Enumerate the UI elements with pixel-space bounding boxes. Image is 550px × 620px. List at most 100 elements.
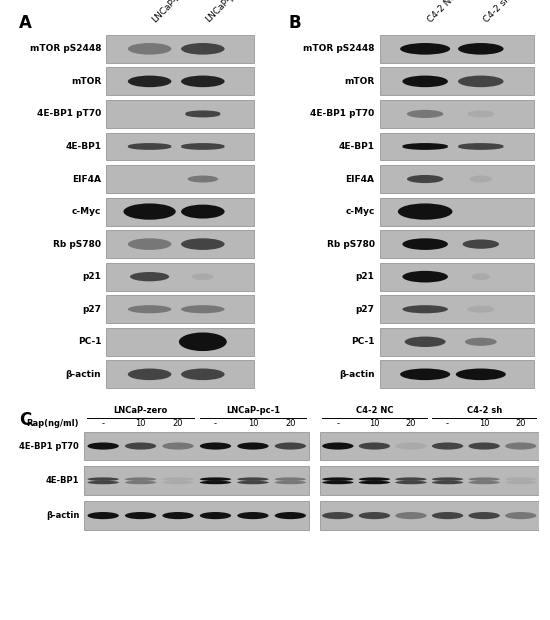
Bar xyxy=(320,501,539,530)
Ellipse shape xyxy=(458,43,504,55)
Ellipse shape xyxy=(162,443,194,450)
Ellipse shape xyxy=(274,512,306,519)
Ellipse shape xyxy=(185,110,220,116)
Bar xyxy=(379,165,534,193)
Ellipse shape xyxy=(128,305,172,313)
Ellipse shape xyxy=(469,512,500,519)
Ellipse shape xyxy=(181,368,224,380)
Text: C4-2 sh: C4-2 sh xyxy=(466,406,502,415)
Ellipse shape xyxy=(162,512,194,519)
Text: 10: 10 xyxy=(479,419,490,428)
Ellipse shape xyxy=(237,443,268,450)
Ellipse shape xyxy=(162,477,194,481)
Bar xyxy=(379,133,534,161)
Ellipse shape xyxy=(505,443,536,450)
Ellipse shape xyxy=(322,443,354,450)
Ellipse shape xyxy=(237,477,268,481)
Ellipse shape xyxy=(87,512,119,519)
Bar xyxy=(379,263,534,291)
Text: 4E-BP1 pT70: 4E-BP1 pT70 xyxy=(310,109,375,118)
Ellipse shape xyxy=(469,480,500,484)
Ellipse shape xyxy=(470,175,492,182)
Ellipse shape xyxy=(505,480,536,484)
Bar xyxy=(106,295,254,323)
Bar xyxy=(106,360,254,388)
Ellipse shape xyxy=(185,111,220,117)
Text: -: - xyxy=(337,419,339,428)
Text: 4E-BP1: 4E-BP1 xyxy=(46,476,79,485)
Text: β-actin: β-actin xyxy=(339,370,375,379)
Ellipse shape xyxy=(181,205,224,219)
Text: PC-1: PC-1 xyxy=(78,337,101,347)
Text: p27: p27 xyxy=(355,304,375,314)
Text: 20: 20 xyxy=(406,419,416,428)
Text: p21: p21 xyxy=(356,272,375,281)
Ellipse shape xyxy=(322,512,354,519)
Ellipse shape xyxy=(432,443,463,450)
Bar xyxy=(379,35,534,63)
Ellipse shape xyxy=(181,143,224,149)
Ellipse shape xyxy=(403,143,448,149)
Ellipse shape xyxy=(87,443,119,450)
Ellipse shape xyxy=(192,273,214,280)
Ellipse shape xyxy=(181,144,224,150)
Ellipse shape xyxy=(125,512,156,519)
Text: 10: 10 xyxy=(369,419,379,428)
Ellipse shape xyxy=(403,76,448,87)
Ellipse shape xyxy=(200,443,231,450)
Ellipse shape xyxy=(237,480,268,484)
Ellipse shape xyxy=(128,143,172,149)
Ellipse shape xyxy=(432,512,463,519)
Ellipse shape xyxy=(458,144,504,150)
Ellipse shape xyxy=(125,480,156,484)
Ellipse shape xyxy=(407,175,443,183)
Bar xyxy=(379,295,534,323)
Bar xyxy=(379,100,534,128)
Bar xyxy=(106,165,254,193)
Ellipse shape xyxy=(130,272,169,281)
Text: LNCaP-pc-1: LNCaP-pc-1 xyxy=(204,0,246,24)
Ellipse shape xyxy=(395,512,427,519)
Ellipse shape xyxy=(87,477,119,481)
Text: LNCaP-zero: LNCaP-zero xyxy=(151,0,193,24)
Ellipse shape xyxy=(128,144,172,150)
Ellipse shape xyxy=(403,238,448,250)
Text: 4E-BP1 pT70: 4E-BP1 pT70 xyxy=(37,109,101,118)
Text: p27: p27 xyxy=(82,304,101,314)
Ellipse shape xyxy=(458,76,504,87)
Text: 4E-BP1: 4E-BP1 xyxy=(65,142,101,151)
Text: -: - xyxy=(214,419,217,428)
Ellipse shape xyxy=(181,238,224,250)
Text: C: C xyxy=(19,411,31,429)
Ellipse shape xyxy=(403,271,448,283)
Ellipse shape xyxy=(125,477,156,481)
Text: C4-2 NC: C4-2 NC xyxy=(356,406,393,415)
Bar xyxy=(106,328,254,356)
Ellipse shape xyxy=(125,443,156,450)
Bar xyxy=(106,35,254,63)
Text: -: - xyxy=(102,419,104,428)
Ellipse shape xyxy=(128,238,172,250)
Ellipse shape xyxy=(128,368,172,380)
Ellipse shape xyxy=(181,305,224,313)
Bar xyxy=(106,133,254,161)
Ellipse shape xyxy=(400,43,450,55)
Text: EIF4A: EIF4A xyxy=(345,174,375,184)
Ellipse shape xyxy=(395,480,427,484)
Text: -: - xyxy=(446,419,449,428)
Ellipse shape xyxy=(123,203,176,219)
Ellipse shape xyxy=(463,239,499,249)
Ellipse shape xyxy=(274,477,306,481)
Ellipse shape xyxy=(505,477,536,481)
Text: c-Myc: c-Myc xyxy=(72,207,101,216)
Ellipse shape xyxy=(200,480,231,484)
Text: 10: 10 xyxy=(248,419,258,428)
Ellipse shape xyxy=(188,175,218,182)
Text: LNCaP-pc-1: LNCaP-pc-1 xyxy=(226,406,280,415)
Ellipse shape xyxy=(432,480,463,484)
Bar xyxy=(379,198,534,226)
Text: Rb pS780: Rb pS780 xyxy=(53,239,101,249)
Ellipse shape xyxy=(432,477,463,481)
Ellipse shape xyxy=(395,443,427,450)
Ellipse shape xyxy=(458,143,504,149)
